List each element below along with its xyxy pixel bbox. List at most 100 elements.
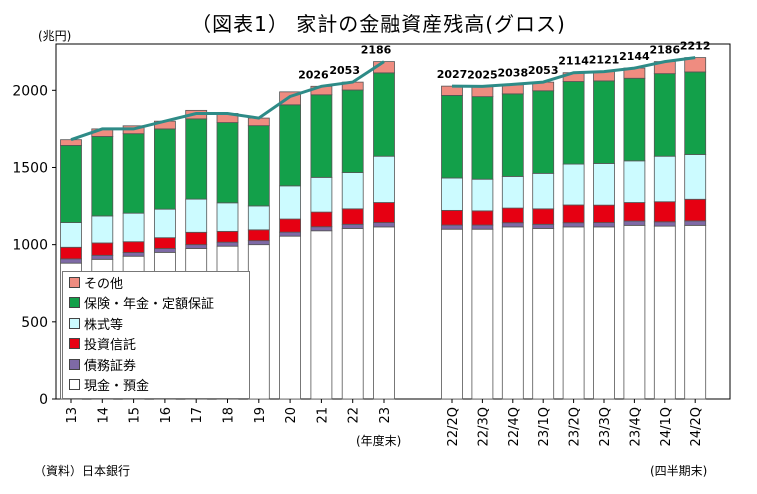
legend-label: 株式等	[84, 317, 124, 333]
x-tick-label: 23/4Q	[628, 407, 643, 446]
bar-segment-cash	[562, 226, 585, 400]
x-tick-label: 16	[159, 407, 174, 424]
legend-item-stock: 株式等	[63, 313, 249, 334]
bar-segment-trust	[247, 229, 270, 242]
bar-segment-insurance	[471, 96, 494, 180]
bar-segment-stock	[653, 155, 676, 203]
bar-segment-stock	[532, 172, 555, 210]
bar-segment-insurance	[562, 81, 585, 165]
bar-segment-stock	[623, 160, 646, 203]
bar-segment-debt	[341, 223, 364, 229]
bar-segment-insurance	[153, 128, 176, 210]
bar-segment-debt	[471, 224, 494, 230]
x-tick-label: 23/2Q	[568, 407, 583, 446]
bar-segment-trust	[216, 230, 239, 243]
bar-segment-trust	[562, 204, 585, 224]
bar-segment-stock	[247, 205, 270, 231]
bar-segment-stock	[216, 202, 239, 232]
x-tick-label: 22/2Q	[446, 407, 461, 446]
legend-item-debt: 債務証券	[63, 354, 249, 375]
x-tick-label: 20	[284, 407, 299, 424]
bar-segment-other	[684, 57, 707, 73]
source-label: （資料）日本銀行	[34, 464, 131, 478]
data-label: 2144	[619, 50, 650, 63]
x-tick-label: 13	[65, 407, 80, 424]
bar-segment-other	[471, 86, 494, 98]
bar-segment-insurance	[653, 73, 676, 157]
x-tick-label: 21	[315, 407, 330, 424]
data-label: 2026	[298, 68, 329, 81]
bar-segment-insurance	[91, 136, 114, 217]
legend-swatch	[69, 317, 80, 329]
total-line-quarterly	[451, 56, 696, 88]
bar-segment-trust	[91, 242, 114, 256]
x-tick-label: 15	[128, 407, 143, 424]
legend-item-trust: 投資信託	[63, 334, 249, 355]
x-tick-label: 18	[222, 407, 237, 424]
chart-title: （図表1） 家計の金融資産残高(グロス)	[191, 12, 566, 36]
bar-segment-trust	[623, 202, 646, 222]
bar-segment-debt	[623, 220, 646, 226]
bar-segment-insurance	[373, 72, 395, 157]
bar-segment-insurance	[623, 77, 646, 162]
bar-segment-trust	[122, 241, 145, 253]
bar-segment-insurance	[684, 71, 707, 155]
data-label: 2038	[497, 66, 528, 79]
bar-segment-stock	[310, 176, 333, 213]
bar-segment-debt	[279, 231, 302, 237]
data-label: 2186	[361, 44, 392, 57]
bar-segment-cash	[247, 244, 270, 400]
data-label: 2212	[680, 40, 711, 53]
bar-segment-insurance	[216, 122, 239, 204]
legend-swatch	[69, 379, 80, 391]
bar-segment-debt	[122, 252, 145, 257]
bar-segment-cash	[279, 235, 302, 400]
bar-segment-debt	[247, 240, 270, 246]
bar-segment-insurance	[185, 118, 208, 200]
legend-item-other: その他	[63, 272, 249, 293]
legend-item-insurance: 保険・年金・定額保証	[63, 293, 249, 314]
y-tick-label: 2000	[12, 83, 48, 99]
legend-swatch	[69, 338, 80, 350]
bar-segment-cash	[341, 228, 364, 400]
legend-swatch	[69, 276, 80, 288]
bar-segment-stock	[471, 178, 494, 212]
legend-item-cash: 現金・預金	[63, 375, 249, 396]
bar-segment-trust	[341, 208, 364, 225]
legend-swatch	[69, 297, 80, 309]
bar-segment-insurance	[60, 145, 82, 223]
bar-segment-debt	[653, 221, 676, 227]
bar-segment-debt	[441, 224, 463, 230]
total-line-annual	[70, 60, 385, 142]
bar-segment-insurance	[247, 125, 270, 207]
bar-segment-cash	[501, 226, 524, 400]
legend-label: 債務証券	[84, 358, 137, 374]
bar-segment-trust	[684, 198, 707, 222]
bar-segment-stock	[279, 185, 302, 220]
bar-segment-debt	[153, 248, 176, 253]
bar-segment-cash	[653, 225, 676, 400]
bar-segment-other	[60, 139, 82, 146]
data-label: 2186	[649, 44, 680, 57]
bar-segment-debt	[562, 222, 585, 228]
bar-segment-debt	[310, 226, 333, 232]
legend-label: 投資信託	[84, 338, 137, 354]
x-tick-label: 14	[96, 407, 111, 424]
data-label: 2121	[589, 54, 620, 67]
bar-segment-debt	[185, 244, 208, 249]
bar-segment-trust	[532, 208, 555, 225]
bar-segment-cash	[373, 226, 395, 400]
bar-segment-trust	[653, 201, 676, 223]
legend-swatch	[69, 358, 80, 370]
x-tick-label: 17	[190, 407, 205, 424]
bar-segment-insurance	[122, 133, 145, 214]
data-label: 2053	[528, 64, 559, 77]
x-tick-label: 19	[253, 407, 268, 424]
annual-note: (年度末)	[356, 434, 402, 448]
bar-segment-trust	[60, 246, 82, 260]
bar-segment-insurance	[279, 104, 302, 187]
bar-segment-insurance	[310, 94, 333, 178]
legend-label: 保険・年金・定額保証	[84, 297, 215, 313]
x-tick-label: 24/2Q	[689, 407, 704, 446]
bar-segment-stock	[684, 154, 707, 200]
